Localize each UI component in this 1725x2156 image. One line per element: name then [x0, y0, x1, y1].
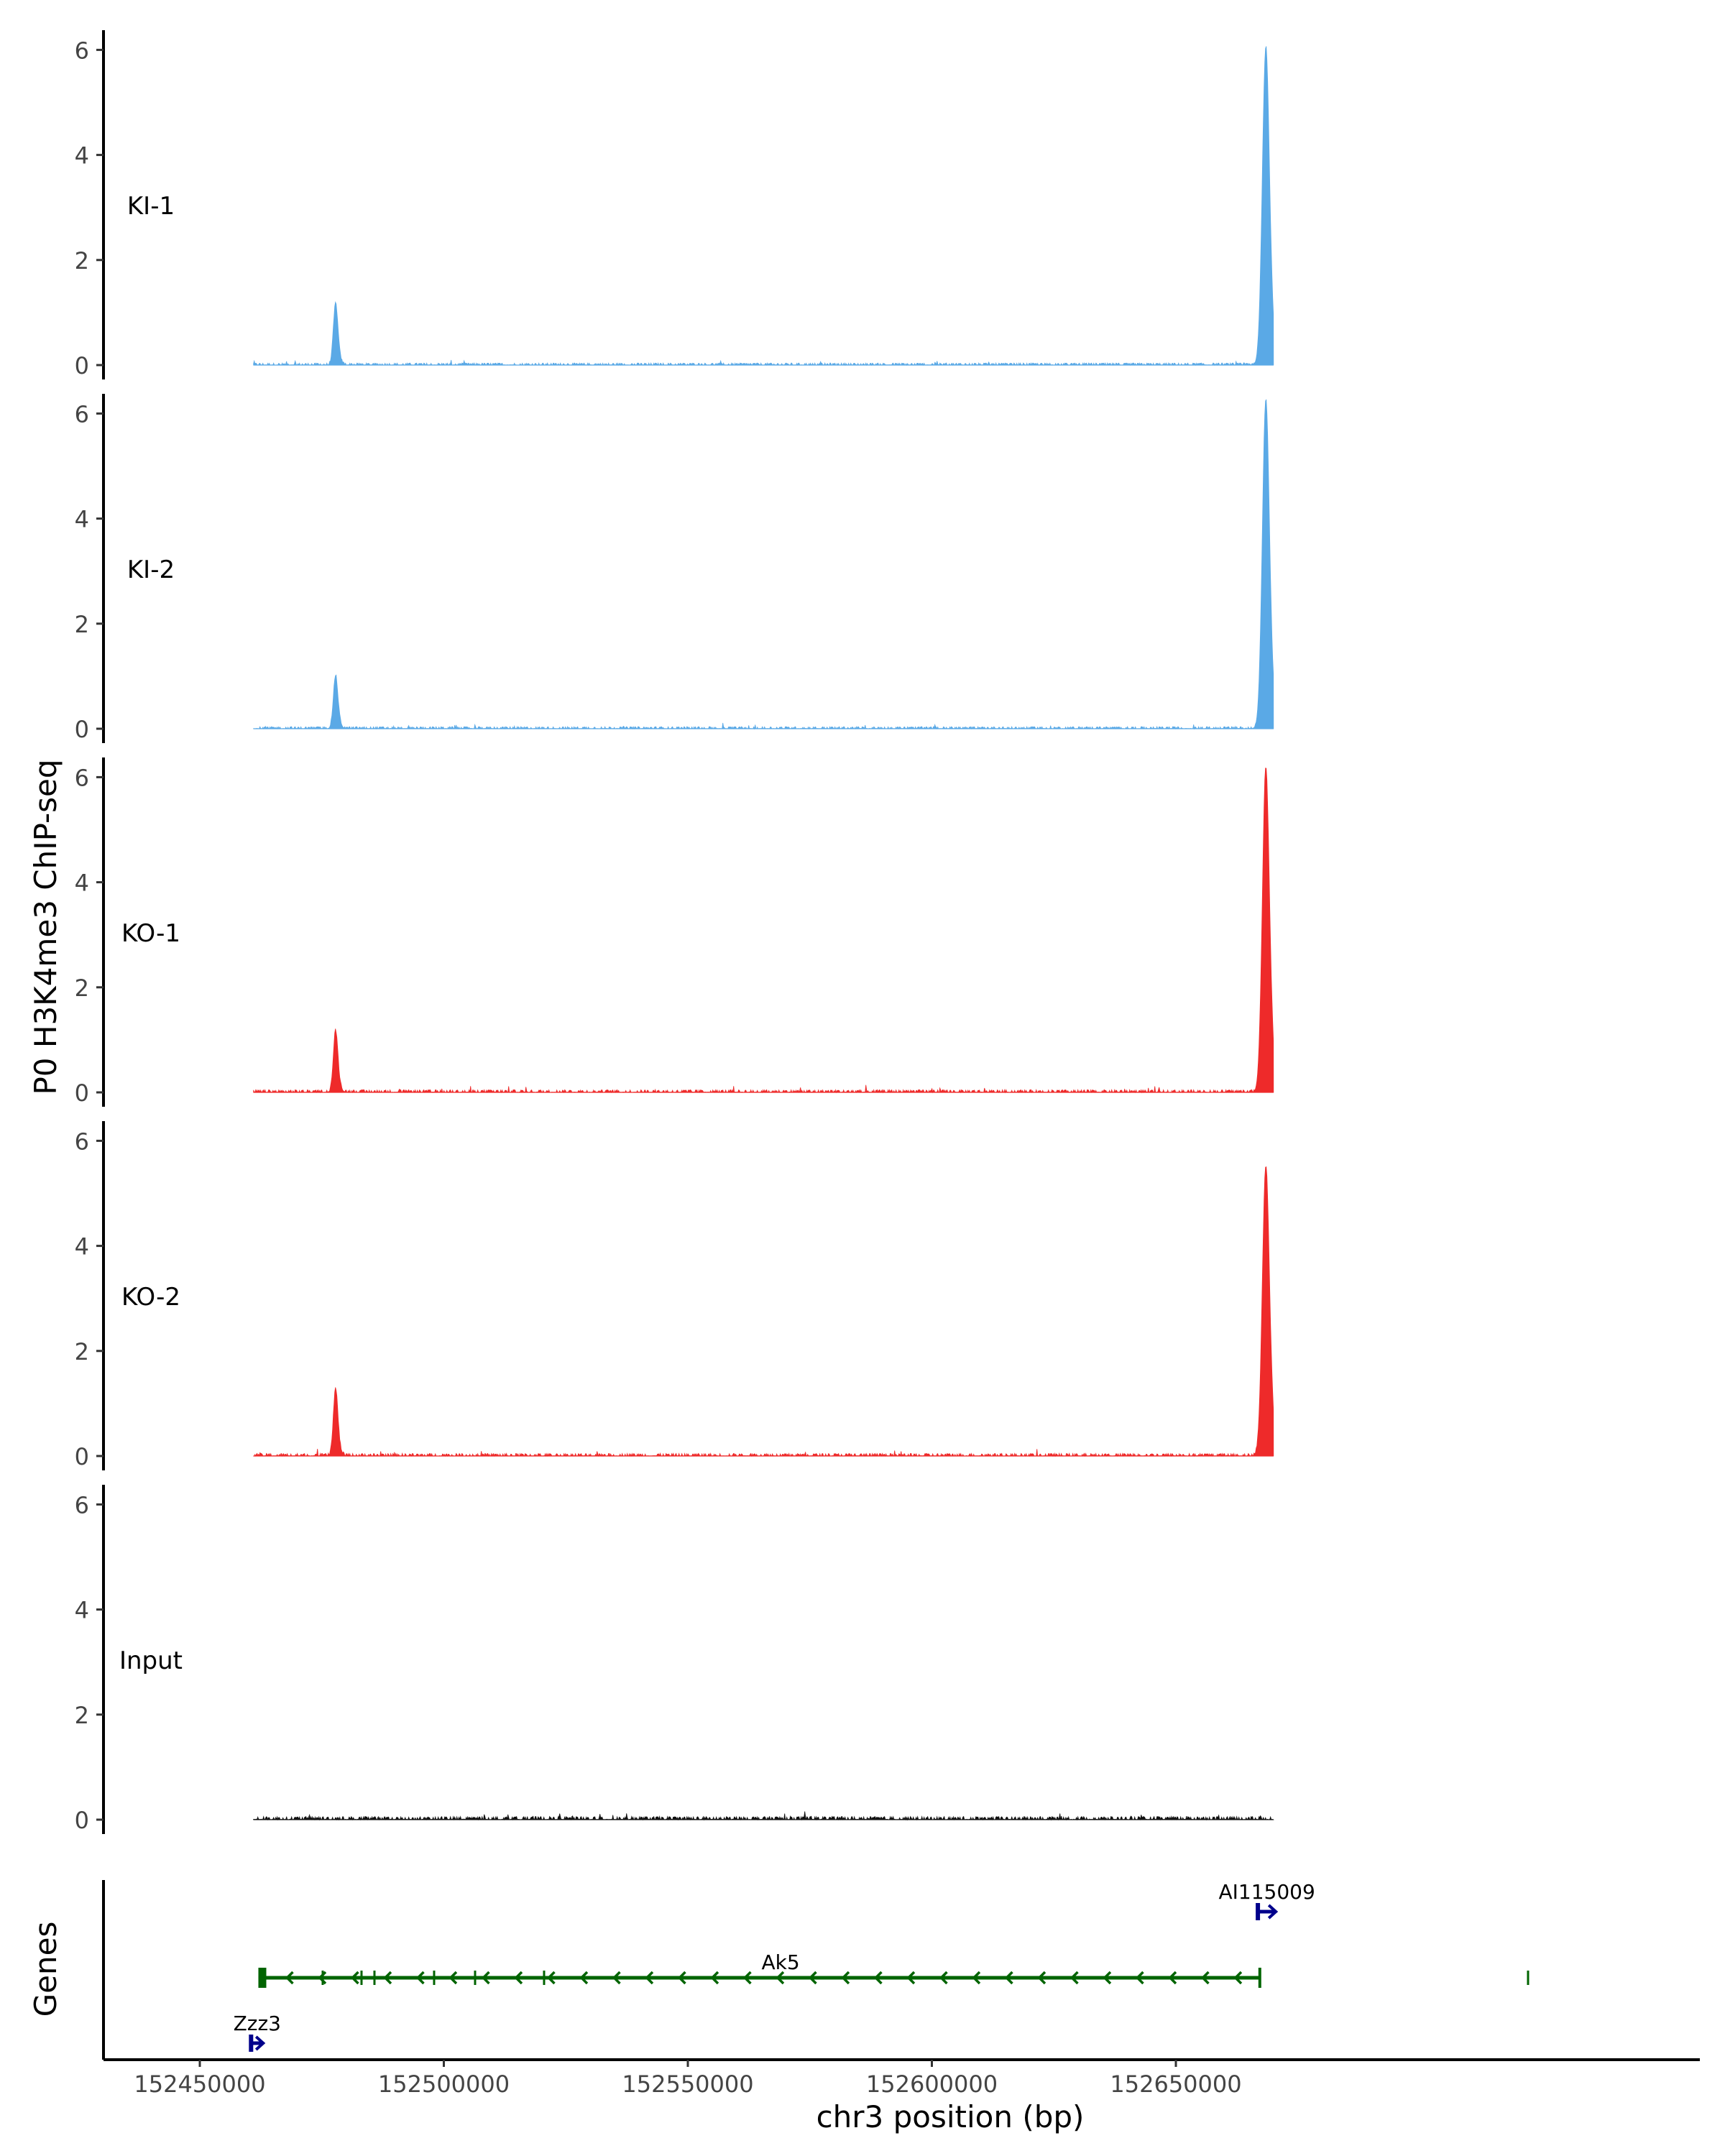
x-tick-label: 152500000	[378, 2070, 510, 2098]
strand-arrow	[710, 1971, 719, 1985]
exon-mark	[258, 1968, 267, 1988]
y-tick-label: 6	[75, 1491, 89, 1519]
exon-mark	[360, 1971, 363, 1985]
track-ko-2: 0 2 4 6 KO-2	[75, 1121, 1274, 1470]
y-tick-label: 6	[75, 764, 89, 791]
strand-arrow	[874, 1971, 883, 1985]
exon-mark	[1527, 1971, 1530, 1985]
strand-arrow	[972, 1971, 981, 1985]
strand-arrow	[1136, 1971, 1144, 1985]
strand-arrow	[1233, 1971, 1243, 1985]
strand-arrow	[514, 1971, 523, 1985]
y-tick-label: 0	[75, 1443, 89, 1470]
strand-arrow	[254, 2035, 266, 2051]
track-ki-1: 0 2 4 6 KI-1	[75, 30, 1274, 379]
strand-arrow	[841, 1971, 850, 1985]
strand-arrow	[448, 1971, 458, 1985]
y-axis-title: P0 H3K4me3 ChIP-seq	[28, 759, 63, 1095]
y-tick-label: 2	[75, 975, 89, 1002]
gene-zzz3: Zzz3	[234, 2012, 281, 2052]
track-label: KI-1	[127, 192, 175, 221]
strand-arrow	[547, 1971, 556, 1985]
strand-arrow	[612, 1971, 621, 1985]
strand-arrow	[1070, 1971, 1079, 1985]
strand-arrow	[645, 1971, 654, 1985]
y-tick-label: 4	[75, 142, 89, 170]
strand-arrow	[383, 1971, 392, 1985]
strand-arrow	[351, 1971, 359, 1985]
gene-ak5: Ak5	[258, 1950, 1530, 1988]
strand-arrow	[482, 1971, 490, 1985]
y-tick-label: 6	[75, 400, 89, 428]
exon-mark	[433, 1971, 436, 1985]
strand-arrow	[743, 1971, 752, 1985]
y-tick-label: 4	[75, 870, 89, 897]
y-tick-label: 2	[75, 1338, 89, 1365]
strand-arrow	[285, 1971, 294, 1985]
x-axis-title: chr3 position (bp)	[816, 2099, 1085, 2134]
x-tick-label: 152600000	[866, 2070, 998, 2098]
strand-arrow	[1168, 1971, 1177, 1985]
gene-label: Zzz3	[234, 2012, 281, 2035]
track-input: 0 2 4 6 Input	[75, 1485, 1274, 1834]
signal-tracks: 0 2 4 6 KI-1 0 2 4 6 KI-2 0 2 4 6 KO-1 0 2 4 6 KO-2 0 2 4 6 Inpu…	[75, 30, 1274, 1834]
strand-arrow	[579, 1971, 589, 1985]
strand-arrow	[939, 1971, 948, 1985]
strand-arrow	[318, 1971, 327, 1985]
gene-label: AI115009	[1218, 1880, 1315, 1904]
strand-arrow	[1201, 1971, 1210, 1985]
y-tick-label: 4	[75, 1233, 89, 1261]
exon-mark	[474, 1971, 477, 1985]
x-tick-label: 152450000	[134, 2070, 265, 2098]
strand-arrow	[1005, 1971, 1013, 1985]
y-tick-label: 4	[75, 1597, 89, 1624]
strand-arrow	[776, 1971, 785, 1985]
x-tick-label: 152550000	[622, 2070, 753, 2098]
track-label: KO-1	[121, 919, 180, 948]
strand-arrow	[1267, 1904, 1279, 1920]
y-tick-label: 6	[75, 1128, 89, 1155]
track-label: KO-2	[121, 1283, 180, 1312]
strand-arrow	[1103, 1971, 1112, 1985]
y-tick-label: 4	[75, 506, 89, 533]
gene-label: Ak5	[762, 1950, 800, 1974]
track-label: KI-2	[127, 556, 175, 584]
y-tick-label: 6	[75, 37, 89, 64]
y-tick-label: 2	[75, 247, 89, 275]
y-tick-label: 2	[75, 611, 89, 638]
y-tick-label: 0	[75, 1079, 89, 1107]
y-tick-label: 2	[75, 1702, 89, 1729]
y-tick-label: 0	[75, 716, 89, 743]
y-tick-label: 0	[75, 1807, 89, 1834]
strand-arrow	[416, 1971, 425, 1985]
strand-arrow	[906, 1971, 916, 1985]
exon-mark	[543, 1971, 546, 1985]
genes-axis-title: Genes	[28, 1922, 63, 2017]
x-tick-label: 152650000	[1110, 2070, 1241, 2098]
strand-arrow	[678, 1971, 686, 1985]
track-ko-1: 0 2 4 6 KO-1	[75, 757, 1274, 1107]
exon-mark	[321, 1971, 324, 1985]
genes-panel: 152450000 152500000 152550000 152600000 1526…	[102, 1880, 1700, 2098]
strand-arrow	[1037, 1971, 1046, 1985]
strand-arrow	[809, 1971, 817, 1985]
y-tick-label: 0	[75, 352, 89, 379]
gene-ai115009: AI115009	[1218, 1880, 1315, 1920]
track-label: Input	[119, 1646, 183, 1675]
track-ki-2: 0 2 4 6 KI-2	[75, 394, 1274, 743]
exon-mark	[373, 1971, 376, 1985]
